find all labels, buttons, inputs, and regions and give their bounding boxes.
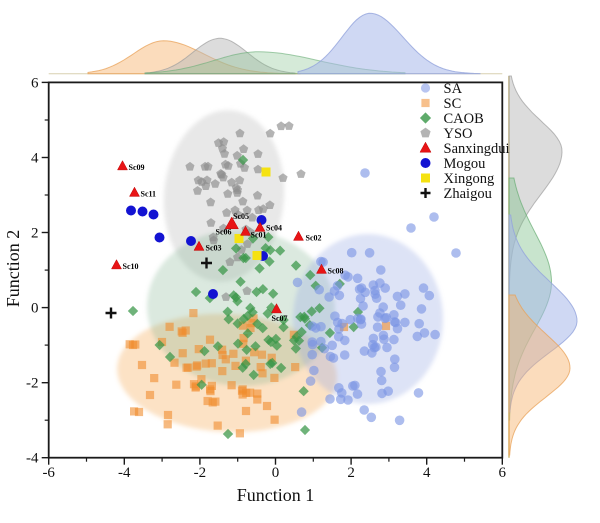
svg-text:6: 6: [31, 75, 39, 91]
svg-text:-4: -4: [118, 465, 131, 481]
svg-text:Sc04: Sc04: [266, 224, 282, 233]
svg-text:YSO: YSO: [444, 126, 473, 142]
svg-text:4: 4: [423, 465, 431, 481]
svg-text:Sc08: Sc08: [328, 267, 344, 276]
svg-text:-4: -4: [26, 451, 39, 467]
svg-text:-2: -2: [194, 465, 207, 481]
svg-text:-6: -6: [42, 465, 55, 481]
svg-text:-2: -2: [26, 376, 39, 392]
svg-text:Sc01: Sc01: [251, 231, 267, 240]
svg-text:Function 2: Function 2: [3, 230, 23, 308]
svg-text:Sc11: Sc11: [141, 190, 157, 199]
svg-text:CAOB: CAOB: [444, 111, 484, 127]
svg-text:Sc09: Sc09: [129, 163, 145, 172]
svg-text:4: 4: [31, 151, 39, 167]
svg-text:Sc05: Sc05: [233, 212, 249, 221]
svg-text:Zhaigou: Zhaigou: [444, 186, 492, 202]
svg-text:Sc10: Sc10: [123, 262, 139, 271]
svg-text:Sanxingdui: Sanxingdui: [444, 141, 510, 157]
svg-text:0: 0: [31, 301, 39, 317]
svg-text:2: 2: [31, 226, 39, 242]
svg-text:Sc06: Sc06: [216, 228, 232, 237]
svg-text:SA: SA: [444, 81, 463, 97]
svg-text:0: 0: [272, 465, 280, 481]
svg-text:6: 6: [499, 465, 507, 481]
svg-text:SC: SC: [444, 96, 462, 112]
svg-text:2: 2: [347, 465, 355, 481]
svg-text:Sc03: Sc03: [206, 244, 222, 253]
svg-text:Mogou: Mogou: [444, 156, 486, 172]
svg-text:Sc07: Sc07: [272, 314, 288, 323]
svg-text:Function 1: Function 1: [237, 485, 315, 505]
svg-text:Xingong: Xingong: [444, 171, 495, 187]
svg-text:Sc02: Sc02: [306, 234, 322, 243]
